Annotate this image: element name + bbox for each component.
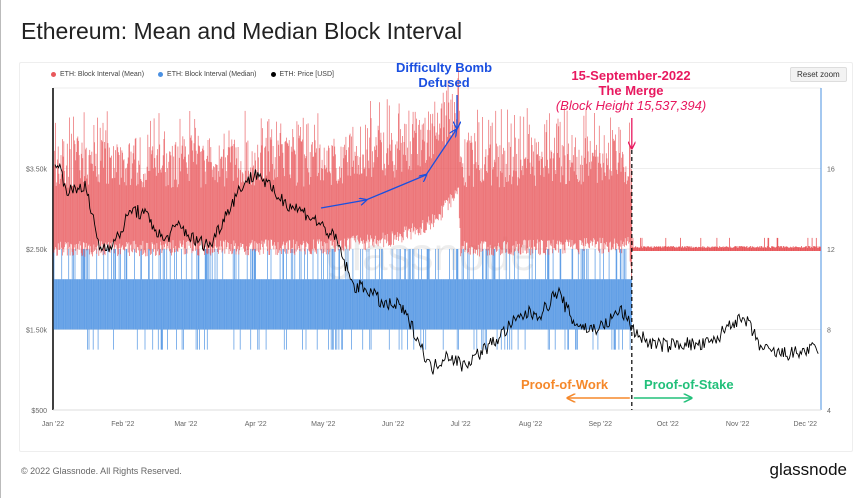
x-tick: Sep '22 (589, 421, 613, 428)
bomb-annotation: Difficulty Bomb Defused (396, 60, 492, 90)
reset-zoom-button[interactable]: Reset zoom (790, 67, 847, 82)
x-tick: Jan '22 (42, 421, 64, 428)
bomb-line2: Defused (418, 75, 470, 90)
legend: ETH: Block Interval (Mean) ETH: Block In… (51, 71, 334, 78)
pos-label: Proof-of-Stake (644, 377, 734, 392)
y-left-tick: $2.50k (26, 247, 48, 254)
page-title: Ethereum: Mean and Median Block Interval (21, 18, 463, 44)
x-tick: May '22 (311, 421, 335, 428)
x-tick: Jun '22 (382, 421, 404, 428)
x-tick: Oct '22 (657, 421, 679, 428)
y-left-tick: $500 (31, 408, 47, 415)
brand-logo: glassnode (769, 460, 847, 479)
legend-label: ETH: Block Interval (Mean) (60, 71, 145, 78)
y-right-tick: 12 (827, 247, 835, 254)
legend-item-price[interactable]: ETH: Price [USD] (270, 71, 334, 78)
y-right-tick: 16 (827, 167, 835, 174)
x-tick: Nov '22 (726, 421, 750, 428)
merge-line2: The Merge (598, 83, 664, 98)
y-right-tick: 8 (827, 328, 831, 335)
median-series (53, 249, 632, 350)
median-dot-icon (158, 72, 164, 77)
merge-line1: 15-September-2022 (571, 68, 691, 83)
x-tick: Apr '22 (245, 421, 267, 428)
bomb-arrow (320, 130, 456, 209)
chart-card (19, 62, 853, 452)
mean-dot-icon (51, 72, 56, 77)
merge-annotation: 15-September-2022 The Merge (Block Heigh… (541, 68, 721, 113)
legend-item-median[interactable]: ETH: Block Interval (Median) (158, 71, 257, 78)
merge-line3: (Block Height 15,537,394) (555, 98, 707, 113)
x-tick: Aug '22 (519, 421, 543, 428)
x-tick: Jul '22 (451, 421, 471, 428)
y-right-tick: 4 (827, 408, 831, 415)
price-dot-icon (270, 72, 276, 77)
bomb-line1: Difficulty Bomb (396, 60, 493, 75)
legend-label: ETH: Block Interval (Median) (167, 71, 257, 78)
y-left-tick: $3.50k (26, 167, 48, 174)
x-tick: Mar '22 (174, 421, 197, 428)
legend-label: ETH: Price [USD] (279, 71, 334, 78)
mean-series (53, 67, 821, 279)
copyright: © 2022 Glassnode. All Rights Reserved. (21, 466, 182, 476)
x-tick: Dec '22 (793, 421, 817, 428)
price-line (54, 162, 819, 375)
pow-label: Proof-of-Work (521, 377, 609, 392)
x-tick: Feb '22 (111, 421, 134, 428)
legend-item-mean[interactable]: ETH: Block Interval (Mean) (51, 71, 144, 78)
y-left-tick: $1.50k (26, 328, 48, 335)
